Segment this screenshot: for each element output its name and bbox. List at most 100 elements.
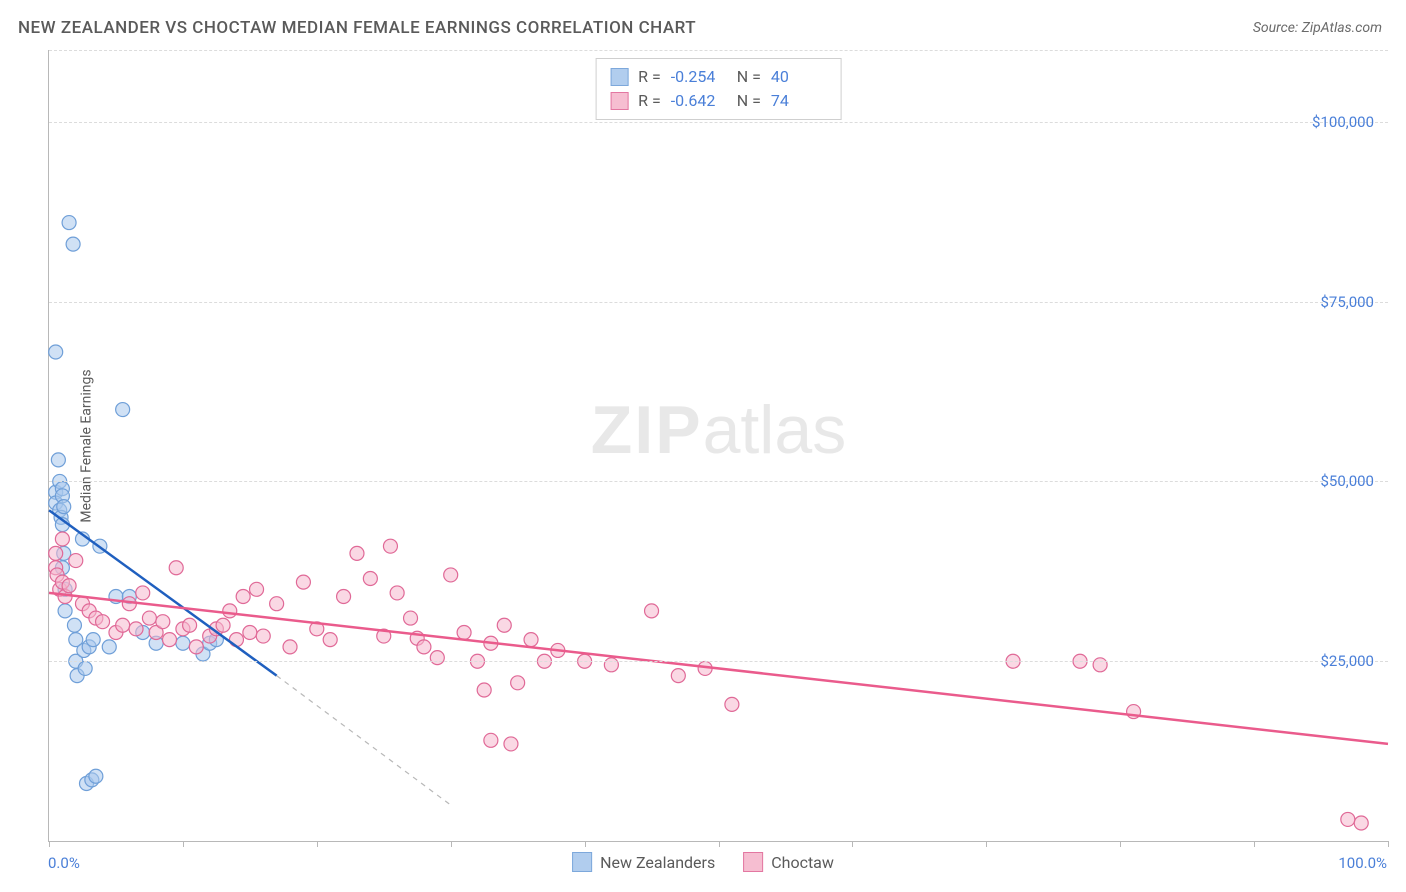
x-tick-label: 0.0%: [48, 854, 80, 872]
gridline: [49, 50, 1388, 51]
data-point: [725, 697, 739, 711]
stats-row-2: R = -0.642 N = 74: [610, 89, 827, 113]
data-point: [216, 618, 230, 632]
data-point: [229, 633, 243, 647]
x-tick: [183, 841, 184, 847]
data-point: [156, 615, 170, 629]
data-point: [484, 733, 498, 747]
data-point: [102, 640, 116, 654]
data-point: [69, 554, 83, 568]
stats-row-1: R = -0.254 N = 40: [610, 65, 827, 89]
stats-r-val-1: -0.254: [671, 65, 727, 89]
data-point: [62, 579, 76, 593]
data-point: [477, 683, 491, 697]
data-point: [55, 532, 69, 546]
data-point: [49, 546, 63, 560]
data-point: [457, 625, 471, 639]
x-tick: [317, 841, 318, 847]
data-point: [390, 586, 404, 600]
data-point: [67, 618, 81, 632]
data-point: [270, 597, 284, 611]
data-point: [671, 669, 685, 683]
data-point: [337, 590, 351, 604]
data-point: [1354, 816, 1368, 830]
y-tick-label: $75,000: [1320, 293, 1374, 311]
data-point: [116, 403, 130, 417]
data-point: [256, 629, 270, 643]
chart-svg: [49, 50, 1388, 841]
data-point: [430, 651, 444, 665]
footer-legend: New Zealanders Choctaw: [572, 852, 834, 872]
data-point: [142, 611, 156, 625]
data-point: [236, 590, 250, 604]
data-point: [78, 661, 92, 675]
gridline: [49, 481, 1388, 482]
data-point: [1093, 658, 1107, 672]
data-point: [350, 546, 364, 560]
data-point: [296, 575, 310, 589]
legend-swatch-nz: [572, 852, 592, 872]
data-point: [504, 737, 518, 751]
plot-area: ZIPatlas R = -0.254 N = 40 R = -0.642 N …: [48, 50, 1388, 842]
data-point: [250, 582, 264, 596]
data-point: [176, 636, 190, 650]
data-point: [323, 633, 337, 647]
data-point: [223, 604, 237, 618]
data-point: [129, 622, 143, 636]
x-tick: [1120, 841, 1121, 847]
legend-label-choctaw: Choctaw: [771, 853, 834, 872]
gridline: [49, 122, 1388, 123]
y-tick-label: $25,000: [1320, 652, 1374, 670]
data-point: [1341, 812, 1355, 826]
data-point: [86, 633, 100, 647]
stats-r-val-2: -0.642: [671, 89, 727, 113]
data-point: [524, 633, 538, 647]
data-point: [604, 658, 618, 672]
data-point: [444, 568, 458, 582]
x-tick: [719, 841, 720, 847]
data-point: [51, 453, 65, 467]
y-tick-label: $50,000: [1320, 472, 1374, 490]
x-tick: [451, 841, 452, 847]
stats-swatch-choctaw: [610, 92, 628, 110]
stats-r-label: R =: [638, 65, 661, 89]
regression-line-extrapolated: [277, 676, 451, 805]
data-point: [511, 676, 525, 690]
data-point: [243, 625, 257, 639]
regression-line: [49, 593, 1388, 744]
chart-title: NEW ZEALANDER VS CHOCTAW MEDIAN FEMALE E…: [18, 18, 696, 38]
x-tick: [852, 841, 853, 847]
data-point: [645, 604, 659, 618]
data-point: [189, 640, 203, 654]
legend-label-nz: New Zealanders: [600, 853, 715, 872]
stats-box: R = -0.254 N = 40 R = -0.642 N = 74: [595, 58, 842, 120]
stats-n-label-2: N =: [737, 89, 761, 113]
x-tick: [585, 841, 586, 847]
x-tick-label: 100.0%: [1338, 854, 1387, 872]
data-point: [169, 561, 183, 575]
data-point: [89, 769, 103, 783]
gridline: [49, 302, 1388, 303]
legend-item-nz: New Zealanders: [572, 852, 715, 872]
y-tick-label: $100,000: [1312, 113, 1374, 131]
data-point: [49, 345, 63, 359]
stats-swatch-nz: [610, 68, 628, 86]
x-tick: [49, 841, 50, 847]
x-tick: [1254, 841, 1255, 847]
data-point: [283, 640, 297, 654]
data-point: [417, 640, 431, 654]
data-point: [66, 237, 80, 251]
stats-n-val-2: 74: [771, 89, 827, 113]
data-point: [58, 604, 72, 618]
stats-r-label-2: R =: [638, 89, 661, 113]
source-attribution: Source: ZipAtlas.com: [1253, 20, 1382, 36]
data-point: [57, 500, 71, 514]
data-point: [183, 618, 197, 632]
data-point: [404, 611, 418, 625]
legend-swatch-choctaw: [743, 852, 763, 872]
x-tick: [986, 841, 987, 847]
x-tick: [1388, 841, 1389, 847]
data-point: [136, 586, 150, 600]
data-point: [497, 618, 511, 632]
stats-n-label: N =: [737, 65, 761, 89]
